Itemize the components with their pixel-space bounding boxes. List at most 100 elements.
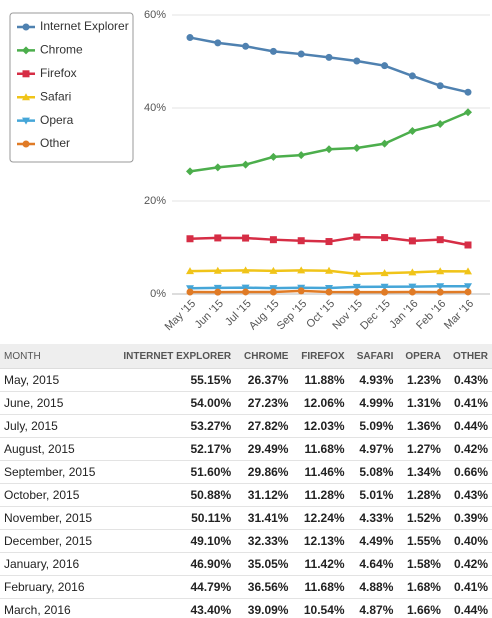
point — [353, 288, 361, 296]
table-cell: July, 2015 — [0, 414, 109, 438]
table-cell: 1.55% — [397, 529, 445, 553]
point — [381, 288, 389, 296]
point — [214, 288, 222, 296]
table-row: August, 2015 52.17% 29.49% 11.68% 4.97% 1.27%… — [0, 437, 492, 461]
table-cell: 11.68% — [292, 437, 349, 461]
legend-box — [9, 12, 134, 163]
x-tick-label: Jun '15 — [193, 298, 226, 331]
table-cell: 4.93% — [348, 368, 398, 392]
point — [408, 288, 416, 296]
table-cell: 1.31% — [397, 391, 445, 415]
table-cell: 1.34% — [397, 460, 445, 484]
table-cell: 44.79% — [108, 575, 236, 599]
table-cell: 5.09% — [348, 414, 398, 438]
table-cell: September, 2015 — [0, 460, 109, 484]
table-cell: 1.66% — [397, 598, 445, 618]
x-tick-label: Nov '15 — [330, 298, 365, 333]
table-cell: 46.90% — [108, 552, 236, 576]
series-line — [189, 111, 469, 173]
point — [436, 82, 444, 90]
x-tick-label: Feb '16 — [414, 298, 448, 332]
legend-marker — [22, 140, 30, 148]
series-line — [189, 36, 469, 94]
table-cell: 32.33% — [235, 529, 293, 553]
point — [269, 266, 278, 274]
table-cell: 0.41% — [444, 391, 492, 415]
table-cell: 0.39% — [444, 506, 492, 530]
table-cell: 31.12% — [235, 483, 293, 507]
table-cell: 11.68% — [292, 575, 349, 599]
column-header: SAFARI — [348, 344, 398, 369]
table-cell: 1.52% — [397, 506, 445, 530]
point — [213, 163, 222, 172]
table-row: January, 2016 46.90% 35.05% 11.42% 4.64% 1.58… — [0, 552, 492, 576]
point — [464, 288, 472, 296]
point — [297, 266, 306, 274]
table-cell: 36.56% — [235, 575, 293, 599]
point — [269, 47, 277, 55]
table-cell: 12.13% — [292, 529, 349, 553]
point — [186, 267, 194, 275]
table-cell: 4.33% — [348, 506, 398, 530]
table-cell: 12.03% — [292, 414, 349, 438]
table-cell: 10.54% — [292, 598, 349, 618]
table-cell: 1.27% — [397, 437, 445, 461]
point — [325, 53, 333, 61]
legend-marker — [22, 23, 30, 31]
table-cell: January, 2016 — [0, 552, 109, 576]
point — [464, 267, 472, 275]
point — [186, 288, 194, 296]
column-header: OTHER — [444, 344, 492, 369]
point — [436, 236, 444, 244]
legend-label: Safari — [40, 89, 71, 103]
table-cell: May, 2015 — [0, 368, 109, 392]
point — [241, 284, 250, 292]
table-cell: 1.23% — [397, 368, 445, 392]
table-cell: 0.43% — [444, 368, 492, 392]
point — [242, 234, 250, 242]
point — [353, 57, 361, 65]
legend-marker — [22, 117, 30, 125]
point — [297, 287, 305, 295]
point — [325, 238, 333, 246]
table-cell: 39.09% — [235, 598, 293, 618]
table-cell: 11.42% — [292, 552, 349, 576]
table-row: December, 2015 49.10% 32.33% 12.13% 4.49% 1.5… — [0, 529, 492, 553]
table-cell: 29.86% — [235, 460, 293, 484]
y-tick-label: 0% — [150, 288, 166, 300]
table-cell: 50.88% — [108, 483, 236, 507]
point — [269, 288, 277, 296]
table-cell: 12.06% — [292, 391, 349, 415]
table-cell: 11.28% — [292, 483, 349, 507]
point — [464, 241, 472, 249]
y-tick-label: 20% — [144, 195, 166, 207]
column-header: CHROME — [235, 344, 293, 369]
table-cell: 50.11% — [108, 506, 236, 530]
x-tick-label: Dec '15 — [358, 298, 393, 333]
point — [269, 152, 278, 161]
legend: Internet Explorer Chrome Firefox Safari Oper… — [17, 19, 129, 150]
point — [325, 145, 333, 154]
table-row: February, 2016 44.79% 36.56% 11.68% 4.88% 1.6… — [0, 575, 492, 599]
table-cell: 0.40% — [444, 529, 492, 553]
point — [380, 269, 389, 277]
point — [269, 236, 277, 244]
legend-label: Opera — [40, 113, 74, 127]
point — [408, 127, 417, 136]
point — [242, 42, 250, 50]
point — [464, 88, 472, 96]
table-cell: 0.43% — [444, 483, 492, 507]
column-header: FIREFOX — [292, 344, 349, 369]
table-cell: 4.99% — [348, 391, 398, 415]
table-cell: 43.40% — [108, 598, 236, 618]
point — [381, 62, 389, 70]
point — [213, 266, 222, 274]
point — [186, 167, 194, 176]
table-cell: 11.46% — [292, 460, 349, 484]
table-cell: 1.68% — [397, 575, 445, 599]
point — [436, 119, 445, 128]
table-cell: 0.42% — [444, 437, 492, 461]
table-cell: 26.37% — [235, 368, 293, 392]
x-tick-label: May '15 — [163, 298, 198, 333]
